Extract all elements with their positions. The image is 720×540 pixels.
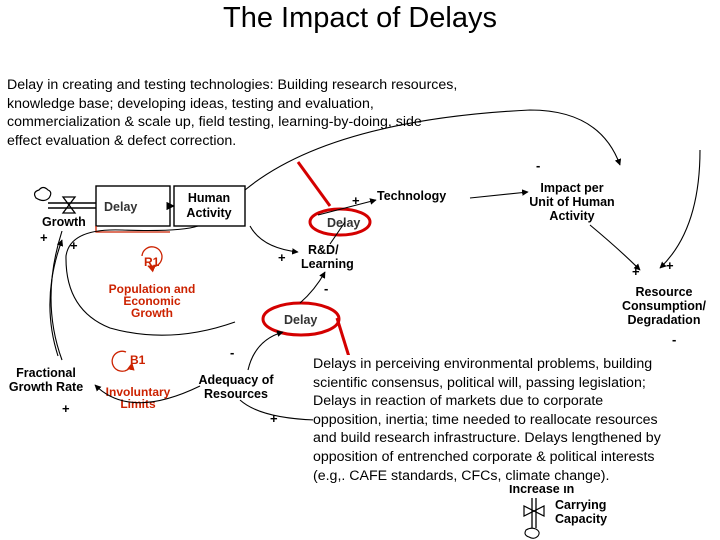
growth-flow: [33, 186, 96, 214]
impact-label: Activity: [549, 209, 594, 223]
adequacy-label: Resources: [204, 387, 268, 401]
impact-label: Impact per: [540, 181, 603, 195]
plus-sign: +: [666, 258, 674, 273]
pointer-line: [296, 161, 332, 207]
fractional-label: Fractional: [16, 366, 76, 380]
callout-line: Delays in reaction of markets due to cor…: [313, 393, 604, 410]
callout-line: Delays in perceiving environmental probl…: [313, 356, 653, 372]
plus-sign: +: [352, 193, 360, 208]
plus-sign: +: [278, 250, 286, 265]
fractional-label: Growth Rate: [9, 380, 83, 394]
carrying-label: Carrying: [555, 498, 606, 512]
minus-sign: -: [230, 345, 234, 360]
intro-line: effect evaluation & defect correction.: [7, 132, 237, 149]
valve-icon: [523, 505, 545, 517]
resource-label: Consumption/: [622, 299, 707, 313]
callout-line: opposition, inertia; time needed to real…: [313, 411, 658, 428]
rd-label: Learning: [301, 257, 354, 271]
plus-sign: +: [632, 264, 640, 279]
growth-stock-box: [95, 185, 171, 227]
human-activity-label: Activity: [186, 206, 231, 220]
plus-sign: +: [40, 230, 48, 245]
r1-name: Population and: [109, 282, 196, 296]
pointer-line: [335, 317, 352, 361]
loop-b1-label: B1: [130, 353, 146, 367]
loop-r1-icon: [141, 246, 163, 273]
page-title: The Impact of Delays: [223, 2, 497, 34]
loop-b1-icon: [111, 350, 135, 372]
human-activity-label: Human: [188, 191, 230, 205]
carrying-partial-label: Increase in: [509, 482, 574, 496]
delay-label-growth: Delay: [104, 200, 137, 214]
carrying-label: Capacity: [555, 512, 607, 526]
cloud-icon: [524, 527, 540, 539]
adequacy-label: Adequacy of: [198, 373, 274, 387]
valve-icon: [61, 196, 77, 214]
callout-line: (e.g,. CAFE standards, CFCs, climate cha…: [313, 467, 610, 484]
intro-line: commercialization & scale up, field test…: [7, 114, 422, 131]
plus-sign: +: [270, 411, 278, 426]
b1-name: Limits: [120, 397, 156, 411]
resource-label: Degradation: [628, 313, 701, 327]
minus-sign: -: [536, 158, 540, 173]
intro-line: knowledge base; developing ideas, testin…: [7, 95, 374, 112]
resource-label: Resource: [636, 285, 693, 299]
rd-label: R&D/: [308, 243, 339, 257]
b1-name: Involuntary: [106, 385, 171, 399]
loop-r1-label: R1: [144, 255, 160, 269]
plus-sign: +: [62, 401, 70, 416]
callout-line: and build research infrastructure. Delay…: [313, 430, 661, 447]
intro-line: Delay in creating and testing technologi…: [7, 77, 458, 93]
callout-line: opposition of entrenched corporate & pol…: [313, 448, 655, 465]
cloud-icon: [33, 186, 52, 202]
callout-line: scientific consensus, political will, pa…: [313, 374, 646, 391]
minus-sign: -: [324, 281, 328, 296]
callout-text: Delays in perceiving environmental probl…: [313, 355, 665, 486]
carrying-flow: [523, 498, 545, 539]
intro-text: Delay in creating and testing technologi…: [7, 76, 457, 150]
delay-label-rd: Delay: [284, 313, 317, 327]
minus-sign: -: [672, 332, 676, 347]
r1-name: Growth: [131, 306, 173, 320]
delay-highlight-circle: [261, 301, 341, 337]
r1-name: Economic: [123, 294, 181, 308]
impact-label: Unit of Human: [529, 195, 614, 209]
plus-sign: +: [70, 238, 78, 253]
growth-label: Growth: [42, 215, 86, 229]
technology-label: Technology: [377, 189, 446, 203]
delay-connector: [95, 226, 170, 233]
